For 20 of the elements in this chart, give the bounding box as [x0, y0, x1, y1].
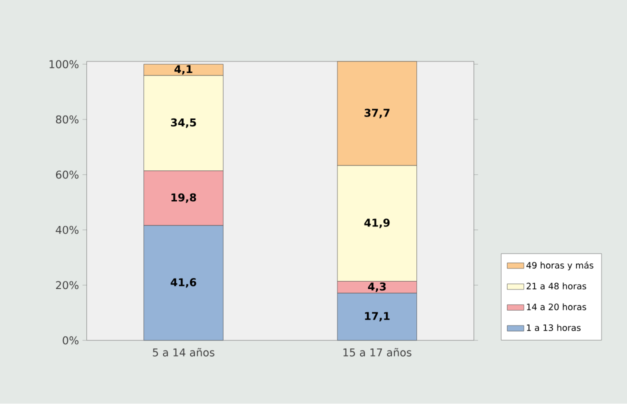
y-tick-label: 40% [56, 226, 78, 234]
legend-label: 21 a 48 horas [526, 282, 586, 290]
data-label: 19,8 [171, 194, 196, 204]
data-label: 4,1 [174, 65, 192, 75]
data-label: 41,6 [170, 278, 196, 288]
data-label: 37,7 [364, 108, 390, 118]
data-label: 41,9 [364, 218, 390, 228]
y-tick-label: 80% [56, 116, 78, 124]
y-tick-label: 0% [62, 336, 78, 345]
data-label: 4,3 [368, 282, 386, 292]
y-tick-label: 20% [56, 281, 78, 290]
x-tick-label: 5 a 14 años [152, 348, 214, 357]
legend-label: 49 horas y más [526, 262, 594, 270]
data-label: 17,1 [365, 312, 390, 322]
y-tick-label: 100% [50, 60, 78, 68]
legend-label: 14 a 20 horas [526, 304, 586, 310]
x-tick-label: 15 a 17 años [343, 348, 412, 357]
data-label: 34,5 [170, 118, 196, 128]
legend-label: 1 a 13 horas [526, 324, 581, 332]
y-tick-label: 60% [56, 170, 78, 179]
